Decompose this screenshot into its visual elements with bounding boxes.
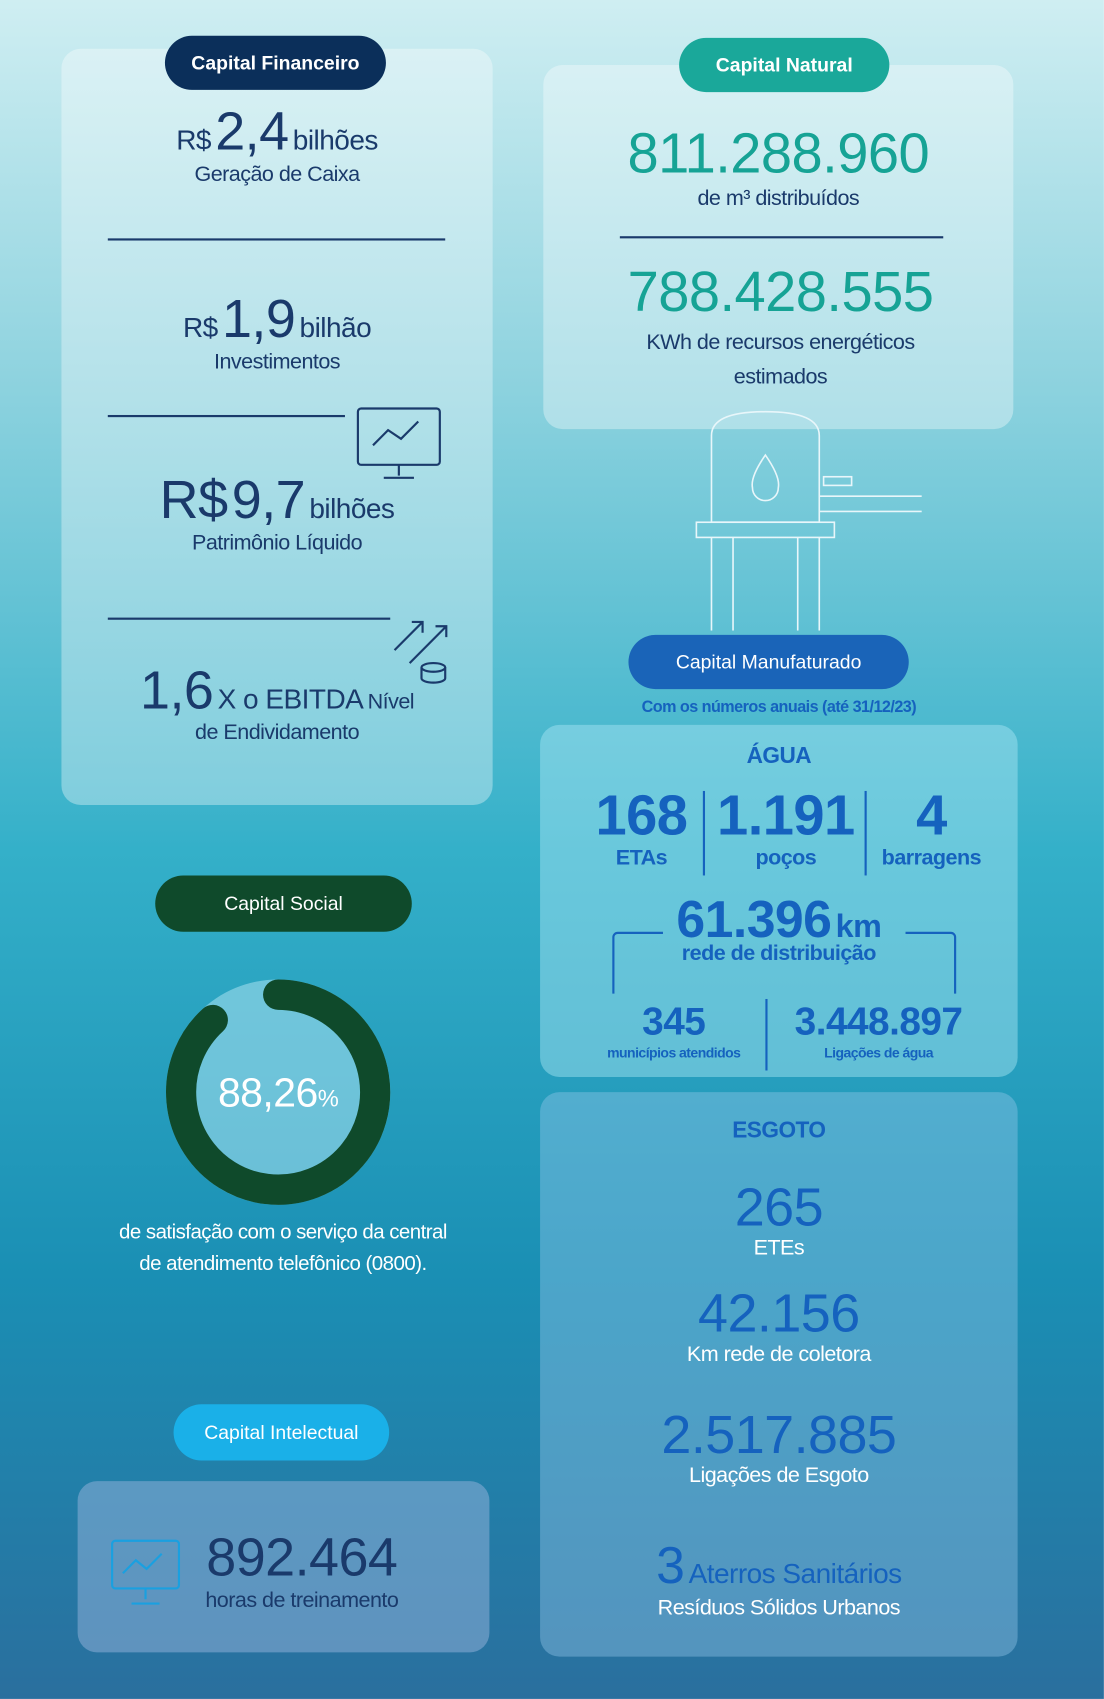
badge: Capital Financeiro [165, 36, 386, 90]
label: ETEs [540, 1236, 1018, 1261]
label: horas de treinamento [194, 1588, 410, 1613]
value: 168 [582, 787, 701, 846]
label: Geração de Caixa [61, 163, 492, 188]
value: 3 [656, 1537, 684, 1594]
value: 4 [869, 787, 994, 846]
divider [108, 618, 390, 620]
divider [620, 236, 943, 238]
monitor-icon [110, 1539, 181, 1611]
stat: 2.517.885 Ligações de Esgoto [540, 1406, 1018, 1488]
prefix: R$ [183, 311, 218, 344]
divider [703, 791, 705, 876]
divider [108, 238, 445, 240]
label: poços [706, 846, 866, 871]
value: 1.191 [706, 787, 866, 846]
stat: R$ 9,7 bilhões Patrimônio Líquido [61, 468, 492, 556]
stat: 42.156 Km rede de coletora [540, 1285, 1018, 1367]
stat: 61.396 km rede de distribuição [540, 891, 1018, 967]
unit: bilhão [300, 311, 372, 344]
label: rede de distribuição [540, 942, 1018, 967]
unit: % [318, 1085, 339, 1112]
label: Km rede de coletora [540, 1342, 1018, 1367]
stat: 811.288.960 de m³ distribuídos [543, 121, 1013, 211]
prefix: R$ [160, 469, 228, 530]
value: 2.517.885 [540, 1406, 1018, 1463]
badge: Capital Social [155, 875, 412, 931]
social-text: de satisfação com o serviço da central d… [108, 1218, 458, 1280]
stat: 3 Aterros Sanitários Resíduos Sólidos Ur… [540, 1536, 1018, 1621]
value: 811.288.960 [543, 121, 1013, 186]
stat: 168 ETAs [582, 787, 701, 871]
unit: bilhões [309, 492, 394, 525]
section-title: ÁGUA [540, 743, 1018, 769]
label: Ligações de água [776, 1044, 981, 1060]
stat: R$ 1,9 bilhão Investimentos [61, 287, 492, 375]
prefix: R$ [176, 124, 211, 157]
value: 788.428.555 [619, 260, 942, 325]
stat: 1,6 X o EBITDA Nível de Endividamento [126, 663, 428, 746]
stat: 265 ETEs [540, 1179, 1018, 1261]
label: ETAs [582, 846, 701, 871]
label: Patrimônio Líquido [61, 531, 492, 556]
stat: 345 municípios atendidos [588, 999, 760, 1061]
label: Investimentos [61, 350, 492, 375]
label: Resíduos Sólidos Urbanos [540, 1596, 1018, 1621]
reservoir-icon [690, 403, 927, 631]
value: 892.464 [194, 1526, 410, 1589]
value: 42.156 [540, 1285, 1018, 1342]
badge: Capital Intelectual [174, 1404, 390, 1460]
value: 9,7 [232, 469, 305, 530]
stat: 1.191 poços [706, 787, 866, 871]
value: 3.448.897 [776, 999, 981, 1045]
value: 88,26 [218, 1070, 318, 1116]
stat: 788.428.555 KWh de recursos energéticos … [619, 260, 942, 394]
divider [108, 415, 345, 417]
percent: 88,26% [162, 1070, 395, 1117]
stat: R$ 2,4 bilhões Geração de Caixa [61, 100, 492, 188]
section-title: ESGOTO [540, 1118, 1018, 1144]
badge: Capital Manufaturado [628, 635, 908, 689]
label: de m³ distribuídos [543, 186, 1013, 211]
value: 2,4 [215, 101, 288, 162]
unit: bilhões [293, 124, 378, 157]
value: 265 [540, 1179, 1018, 1236]
value: 1,6 [140, 660, 213, 721]
value: 61.396 [676, 892, 831, 949]
label: Ligações de Esgoto [540, 1463, 1018, 1488]
label: barragens [869, 846, 994, 871]
value: 1,9 [222, 288, 295, 349]
unit: X o EBITDA [218, 683, 364, 716]
subtitle: Com os números anuais (até 31/12/23) [540, 698, 1018, 716]
value: 345 [588, 999, 760, 1045]
badge: Capital Natural [679, 38, 889, 92]
unit: km [836, 909, 882, 945]
unit: Aterros Sanitários [689, 1557, 902, 1590]
stat: 892.464 horas de treinamento [194, 1526, 410, 1614]
infographic: Capital Financeiro R$ 2,4 bilhões Geraçã… [0, 0, 1104, 1699]
stat: 4 barragens [869, 787, 994, 871]
label: KWh de recursos energéticos estimados [619, 325, 942, 394]
label: municípios atendidos [588, 1044, 760, 1060]
stat: 3.448.897 Ligações de água [776, 999, 981, 1061]
divider [765, 999, 767, 1071]
